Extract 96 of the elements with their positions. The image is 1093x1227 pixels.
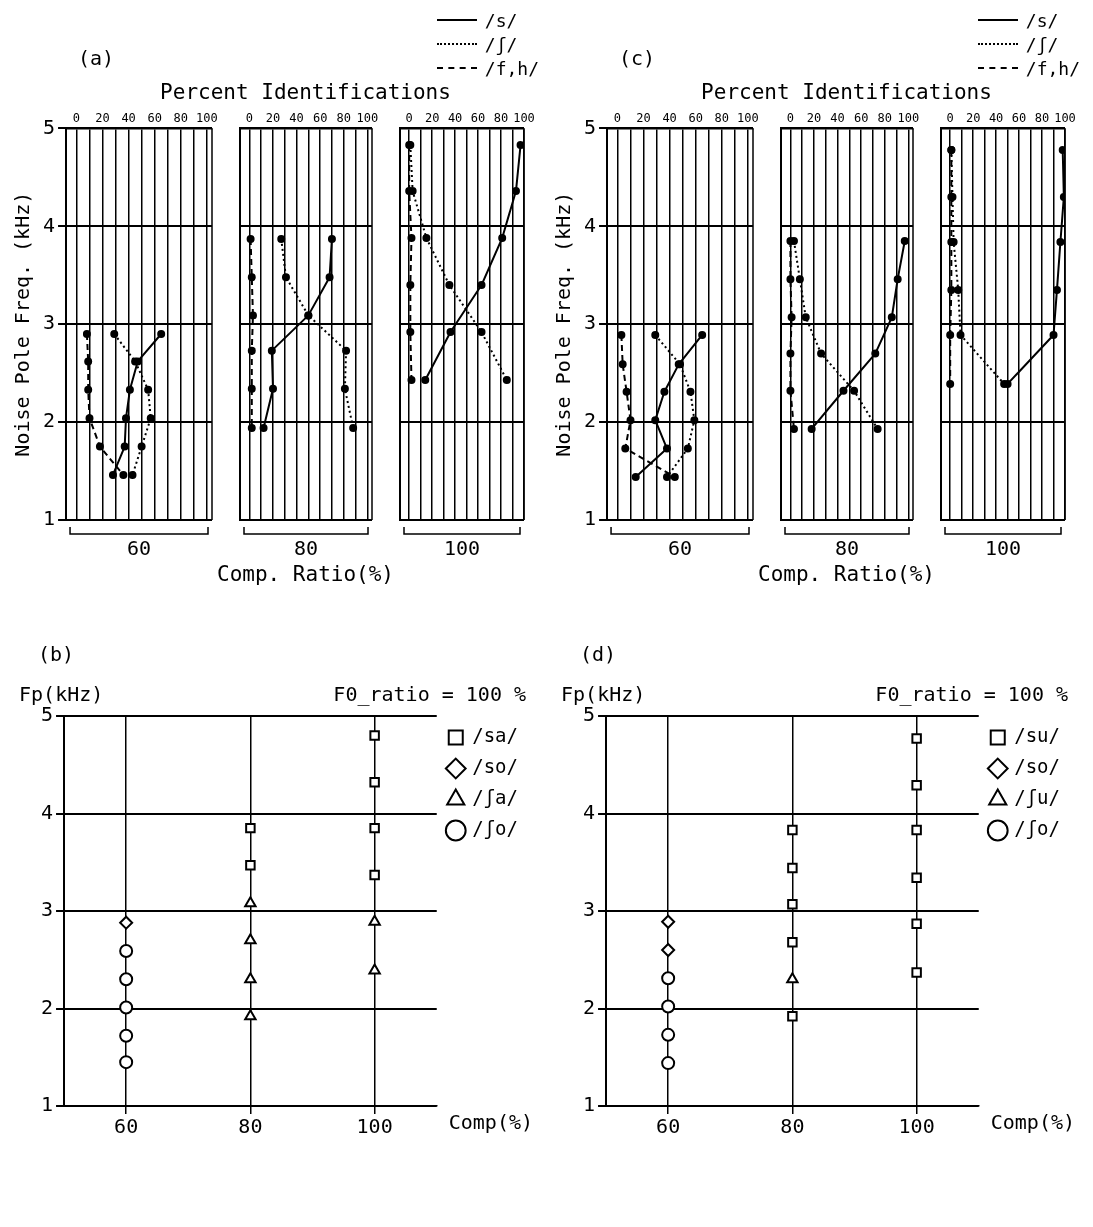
x-tick-label: 80 [336,111,351,126]
chart-subtitle: F0_ratio = 100 % [333,682,526,707]
chart-title: (a) [78,46,115,70]
x-tick-label: 60 [312,111,328,126]
x-tick-label: 80 [877,111,892,126]
y-tick-label: 4 [42,212,56,237]
x-tick-label: 100 [1054,111,1076,126]
x-tick-label: 100 [897,111,920,126]
y-axis-title: Fp(kHz) [561,682,646,707]
text: Comp. Ratio(%) [757,562,936,586]
x-tick-label: 40 [830,111,845,126]
x-tick-label: 20 [965,111,981,126]
x-tick-label: 20 [806,111,822,126]
legend-label: /so/ [472,755,519,778]
x-tick-label: 80 [493,111,509,126]
chart-title: (c) [619,46,656,70]
x-axis-title: Percent Identifications [700,80,993,104]
x-tick-label: 0 [405,111,413,126]
legend-label: /ʃa/ [472,786,519,809]
text: 80 [834,536,860,561]
x-tick-label: 100 [898,1114,935,1139]
legend-label: /sa/ [472,724,519,747]
y-tick-label: 1 [40,1092,54,1117]
x-axis-title: Percent Identifications [159,80,452,104]
legend-label: /ʃ/ [484,33,518,55]
x-tick-label: 80 [1034,111,1050,126]
y-tick-label: 3 [40,897,54,922]
legend-label: /so/ [1014,755,1061,778]
x-tick-label: 20 [265,111,281,126]
x-tick-label: 100 [356,1114,393,1139]
legend-label: /f,h/ [1025,57,1080,79]
x-tick-label: 60 [147,111,162,126]
chart-title: (d) [580,642,617,667]
x-tick-label: 80 [714,111,729,126]
x-tick-label: 100 [513,111,535,126]
x-tick-label: 40 [447,111,463,126]
x-tick-label: 60 [1011,111,1027,126]
x-tick-label: 20 [95,111,110,126]
y-tick-label: 3 [42,310,56,335]
x-axis-title: Comp(%) [448,1110,534,1135]
x-tick-label: 40 [988,111,1004,126]
y-tick-label: 5 [42,114,56,139]
x-tick-label: 60 [853,111,869,126]
x-tick-label: 100 [195,111,218,126]
text: Comp. Ratio(%) [216,562,395,586]
y-tick-label: 3 [583,310,597,335]
x-tick-label: 80 [173,111,188,126]
chart-title: (b) [38,642,75,667]
x-tick-label: 0 [72,111,81,126]
text: 60 [667,536,693,561]
x-tick-label: 80 [780,1114,805,1139]
x-tick-label: 60 [688,111,703,126]
y-tick-label: 2 [42,408,56,433]
y-axis-title: Noise Pole Freq. (kHz) [551,191,576,457]
y-tick-label: 4 [583,212,597,237]
x-tick-label: 0 [946,111,954,126]
x-tick-label: 40 [121,111,136,126]
y-axis-title: Fp(kHz) [19,682,104,707]
x-tick-label: 20 [424,111,440,126]
y-tick-label: 2 [40,994,54,1019]
legend-label: /ʃo/ [1014,817,1061,840]
legend-label: /s/ [484,9,518,31]
y-tick-label: 2 [582,994,596,1019]
x-axis-title: Comp(%) [990,1110,1076,1135]
legend-label: /f,h/ [484,57,539,79]
y-tick-label: 4 [582,799,596,824]
y-axis-title: Noise Pole Freq. (kHz) [10,191,35,457]
x-tick-label: 100 [736,111,759,126]
x-tick-label: 60 [656,1114,681,1139]
text: 100 [984,536,1022,561]
text: 80 [293,536,319,561]
legend-label: /su/ [1014,724,1061,747]
x-tick-label: 0 [245,111,254,126]
legend-label: /s/ [1025,9,1059,31]
x-tick-label: 80 [238,1114,263,1139]
chart-subtitle: F0_ratio = 100 % [875,682,1068,707]
x-tick-label: 0 [786,111,795,126]
text: 100 [443,536,481,561]
x-tick-label: 20 [636,111,651,126]
legend-label: /ʃ/ [1025,33,1059,55]
x-tick-label: 60 [114,1114,139,1139]
y-tick-label: 5 [583,114,597,139]
legend-label: /ʃo/ [472,817,519,840]
y-tick-label: 1 [582,1092,596,1117]
x-tick-label: 0 [613,111,622,126]
text: 60 [126,536,152,561]
x-tick-label: 40 [662,111,677,126]
y-tick-label: 4 [40,799,54,824]
y-tick-label: 2 [583,408,597,433]
y-tick-label: 1 [42,506,56,531]
y-tick-label: 1 [583,506,597,531]
x-tick-label: 40 [289,111,304,126]
x-tick-label: 60 [470,111,486,126]
y-tick-label: 3 [582,897,596,922]
x-tick-label: 100 [356,111,379,126]
legend-label: /ʃu/ [1014,786,1061,809]
